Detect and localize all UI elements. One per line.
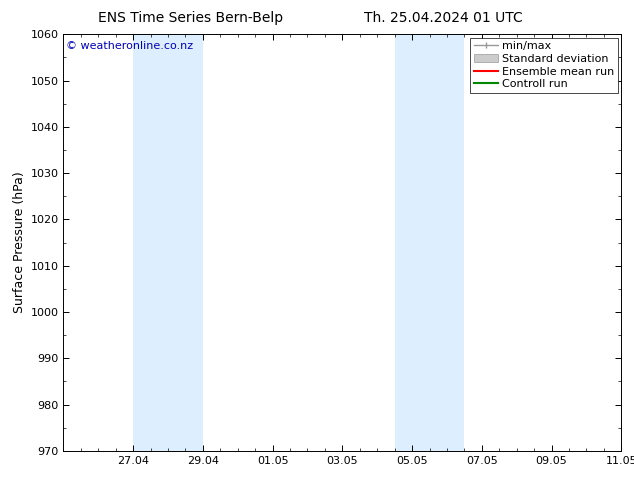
Legend: min/max, Standard deviation, Ensemble mean run, Controll run: min/max, Standard deviation, Ensemble me… <box>470 38 618 93</box>
Bar <box>133 34 203 451</box>
Bar <box>394 34 464 451</box>
Text: © weatheronline.co.nz: © weatheronline.co.nz <box>66 41 193 50</box>
Text: ENS Time Series Bern-Belp: ENS Time Series Bern-Belp <box>98 11 283 25</box>
Y-axis label: Surface Pressure (hPa): Surface Pressure (hPa) <box>13 172 26 314</box>
Text: Th. 25.04.2024 01 UTC: Th. 25.04.2024 01 UTC <box>365 11 523 25</box>
